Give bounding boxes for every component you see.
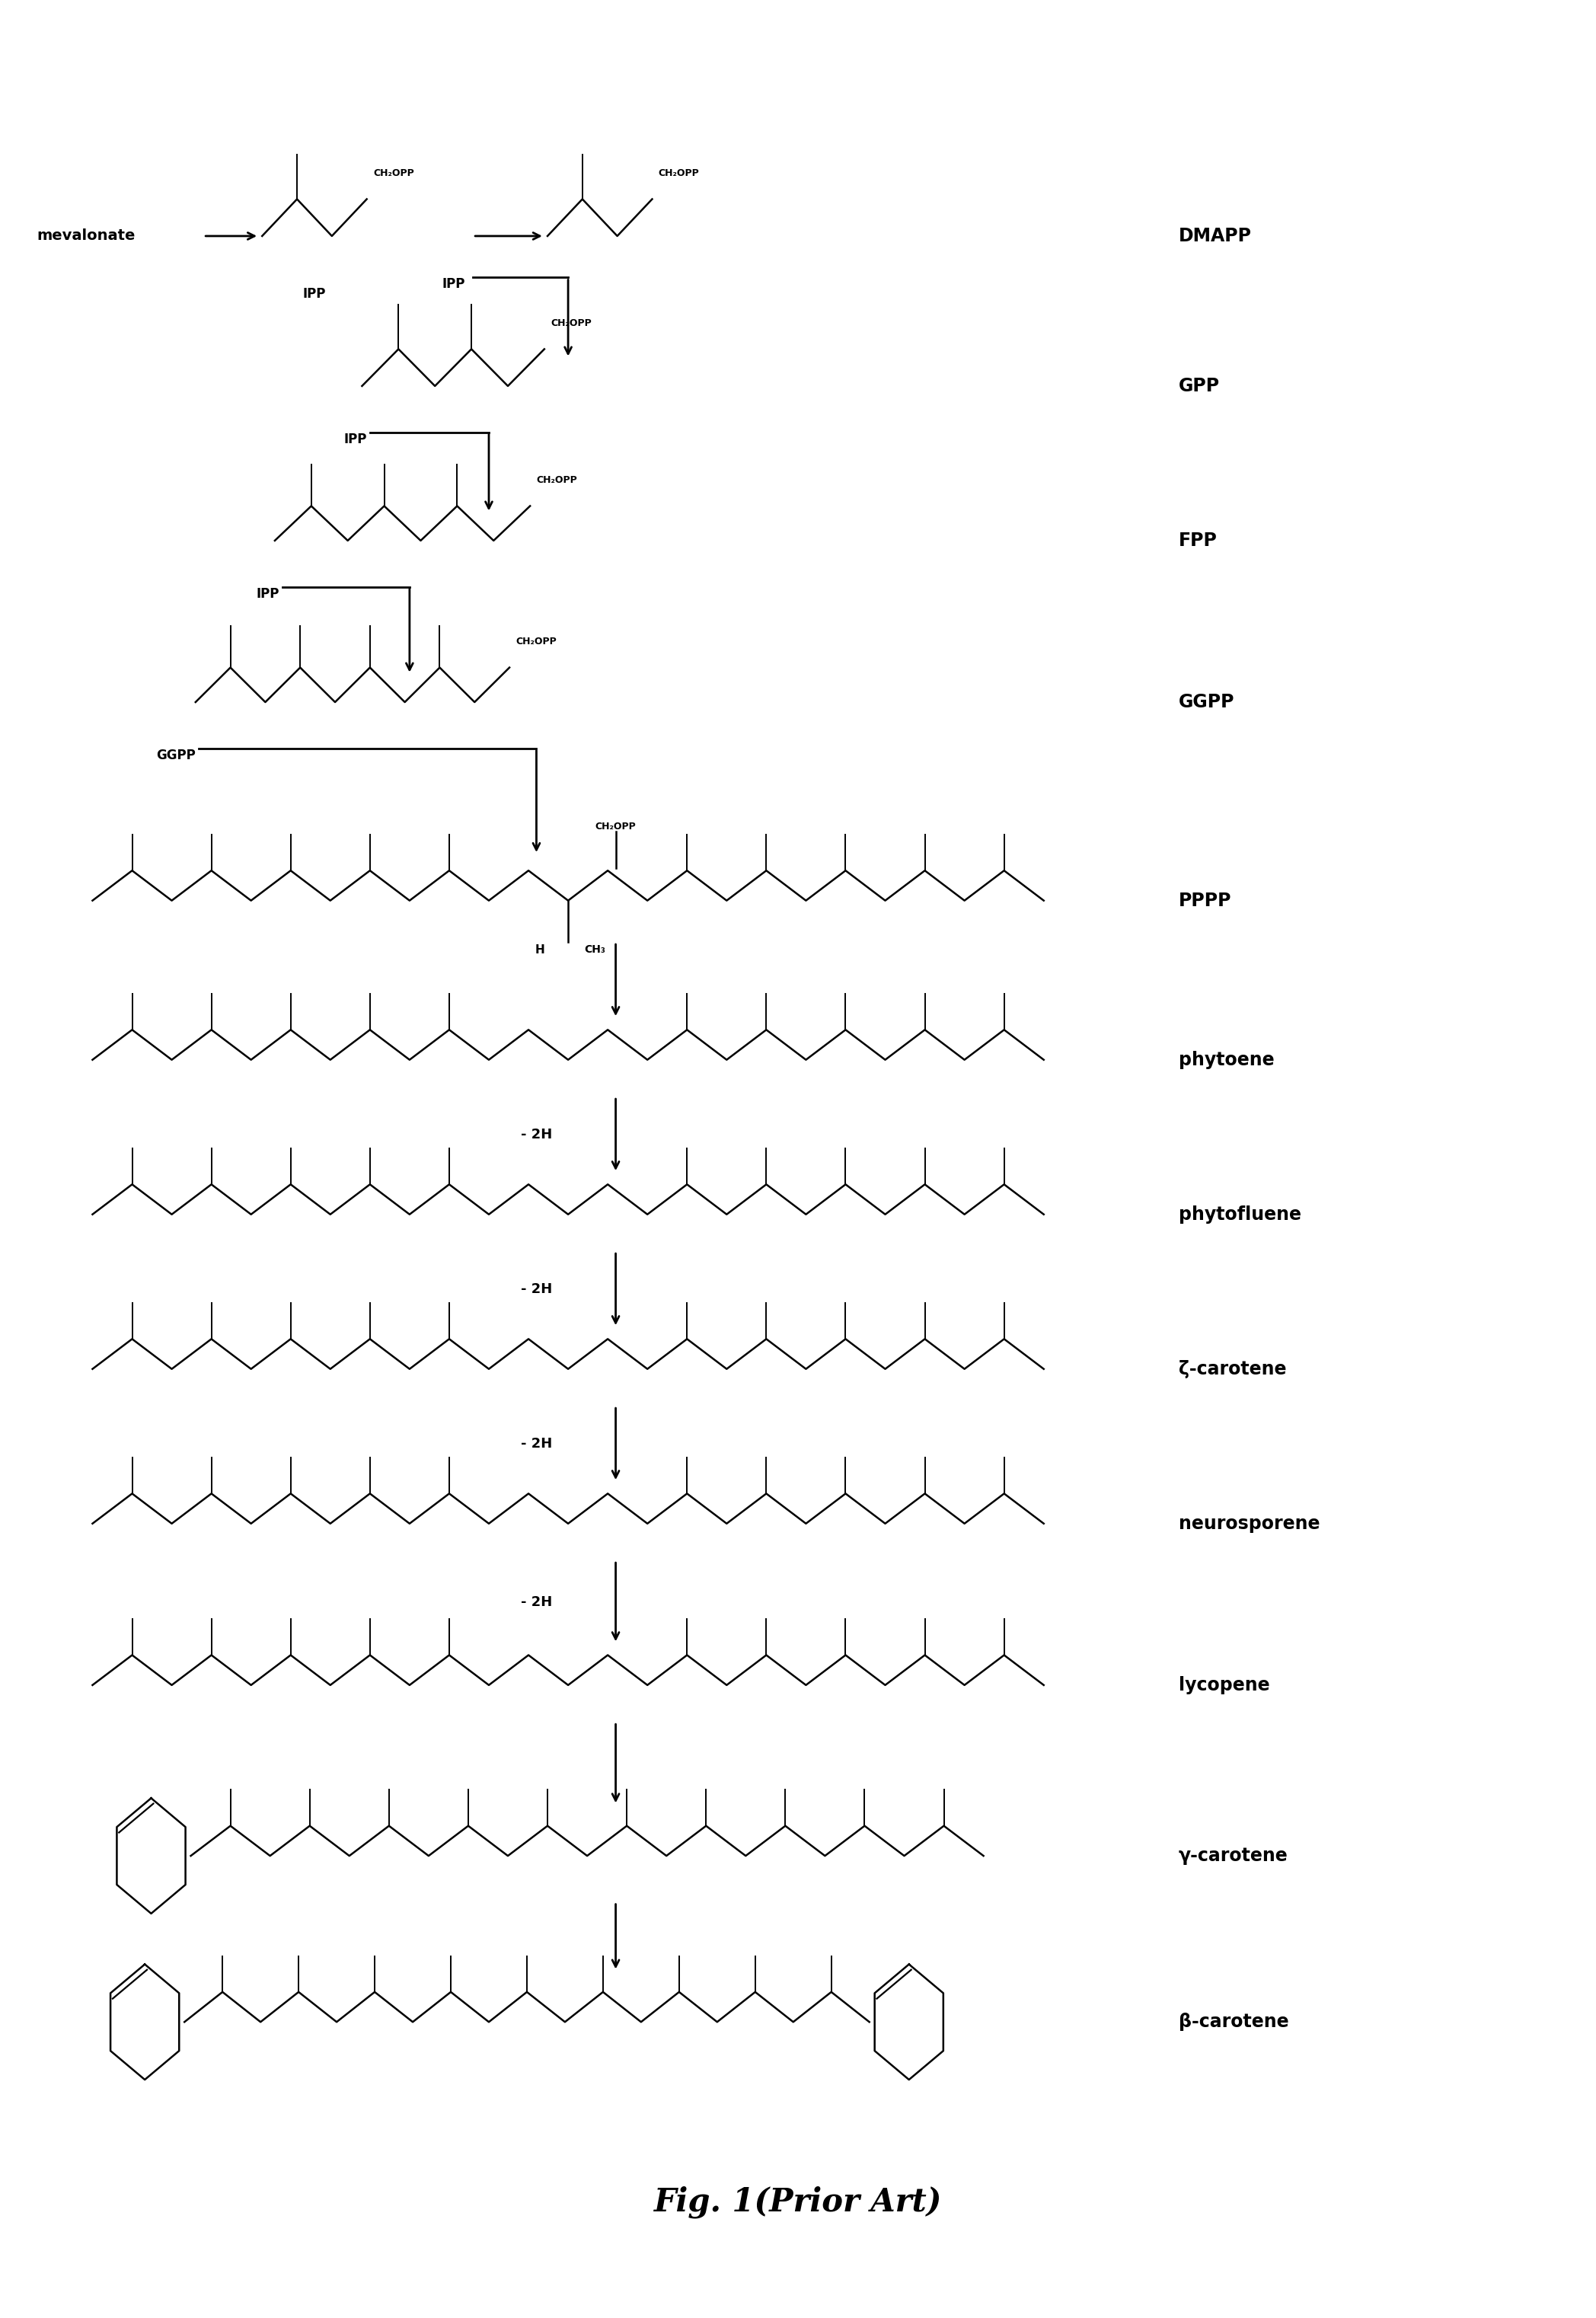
Text: PPPP: PPPP: [1178, 892, 1232, 909]
Text: β-carotene: β-carotene: [1178, 2012, 1288, 2031]
Text: GGPP: GGPP: [1178, 693, 1234, 712]
Text: GPP: GPP: [1178, 378, 1219, 394]
Text: γ-carotene: γ-carotene: [1178, 1847, 1288, 1866]
Text: IPP: IPP: [257, 586, 279, 600]
Text: phytoene: phytoene: [1178, 1050, 1274, 1069]
Text: CH₂OPP: CH₂OPP: [373, 169, 413, 178]
Text: ζ-carotene: ζ-carotene: [1178, 1361, 1286, 1379]
Text: - 2H: - 2H: [520, 1129, 552, 1143]
Text: CH₂OPP: CH₂OPP: [659, 169, 699, 178]
Text: mevalonate: mevalonate: [37, 229, 136, 243]
Text: - 2H: - 2H: [520, 1282, 552, 1296]
Text: phytofluene: phytofluene: [1178, 1205, 1301, 1224]
Text: IPP: IPP: [442, 278, 464, 292]
Text: - 2H: - 2H: [520, 1437, 552, 1451]
Text: Fig. 1(Prior Art): Fig. 1(Prior Art): [654, 2186, 942, 2218]
Text: GGPP: GGPP: [156, 749, 196, 763]
Text: FPP: FPP: [1178, 531, 1218, 549]
Text: - 2H: - 2H: [520, 1595, 552, 1609]
Text: IPP: IPP: [343, 431, 367, 445]
Text: CH₂OPP: CH₂OPP: [595, 821, 637, 832]
Text: neurosporene: neurosporene: [1178, 1514, 1320, 1532]
Text: CH₂OPP: CH₂OPP: [516, 637, 557, 647]
Text: lycopene: lycopene: [1178, 1676, 1269, 1694]
Text: CH₂OPP: CH₂OPP: [536, 475, 578, 484]
Text: DMAPP: DMAPP: [1178, 227, 1251, 246]
Text: H: H: [535, 943, 544, 955]
Text: CH₂OPP: CH₂OPP: [551, 318, 592, 329]
Text: IPP: IPP: [303, 287, 326, 301]
Text: CH₃: CH₃: [584, 943, 605, 955]
